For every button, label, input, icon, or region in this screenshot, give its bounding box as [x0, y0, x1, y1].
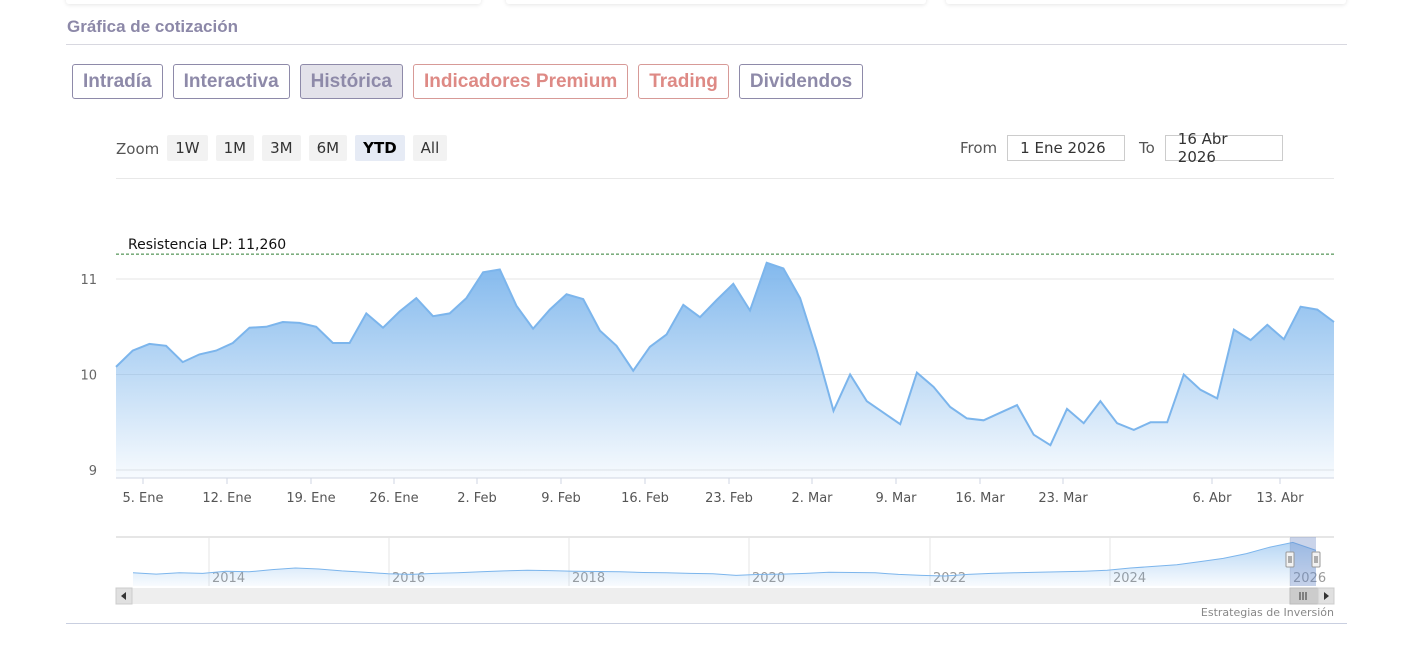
bottom-divider — [66, 623, 1347, 624]
zoom-selector: Zoom 1W 1M 3M 6M YTD All — [116, 135, 455, 161]
y-tick-label: 9 — [89, 464, 97, 479]
resistance-line: Resistencia LP: 11,260 — [116, 237, 1334, 255]
navigator-area — [133, 542, 1316, 586]
navigator-handle[interactable] — [1311, 551, 1321, 568]
range-from: From 1 Ene 2026 — [960, 135, 1126, 161]
zoom-button-1m[interactable]: 1M — [215, 135, 255, 161]
x-tick-label: 2. Mar — [791, 491, 833, 506]
title-divider — [66, 44, 1347, 45]
scrollbar-track — [116, 588, 1334, 604]
zoom-button-3m[interactable]: 3M — [262, 135, 301, 161]
navigator-line — [132, 541, 1317, 577]
from-label: From — [960, 139, 998, 157]
to-label: To — [1139, 139, 1155, 157]
x-tick-label: 23. Feb — [705, 491, 753, 506]
x-tick-label: 9. Mar — [875, 491, 917, 506]
y-tick-label: 11 — [80, 273, 97, 288]
x-tick-label: 16. Feb — [621, 491, 669, 506]
chart-credits: Estrategias de Inversión — [1200, 606, 1334, 619]
range-to: To 16 Abr 2026 — [1139, 130, 1283, 166]
chart-top-divider — [116, 178, 1334, 179]
x-tick-label: 9. Feb — [541, 491, 581, 506]
x-tick-label: 26. Ene — [369, 491, 418, 506]
zoom-label: Zoom — [116, 140, 160, 158]
scrollbar-thumb[interactable] — [1289, 587, 1319, 605]
zoom-button-6m[interactable]: 6M — [308, 135, 348, 161]
x-tick-label: 16. Mar — [955, 491, 1005, 506]
navigator-handle[interactable] — [1285, 551, 1295, 568]
section-title: Gráfica de cotización — [67, 17, 238, 36]
price-area-fill — [116, 262, 1334, 478]
from-date-input[interactable]: 1 Ene 2026 — [1007, 135, 1126, 161]
tab-trading[interactable]: Trading — [638, 64, 729, 99]
navigator: 2014201620182020202220242026 — [115, 536, 1335, 605]
x-tick-label: 12. Ene — [202, 491, 251, 506]
chart-tabs: Intradía Interactiva Histórica Indicador… — [72, 64, 864, 99]
tab-indicadores-premium[interactable]: Indicadores Premium — [412, 64, 629, 99]
zoom-button-ytd[interactable]: YTD — [355, 135, 405, 161]
price-area-series — [115, 261, 1335, 478]
resistance-label: Resistencia LP: 11,260 — [128, 237, 286, 253]
x-tick-label: 5. Ene — [123, 491, 164, 506]
y-tick-label: 10 — [80, 369, 97, 384]
price-line — [115, 261, 1335, 447]
x-axis: 5. Ene 12. Ene 19. Ene 26. Ene 2. Feb 9. Feb 1… — [116, 477, 1334, 506]
to-date-input[interactable]: 16 Abr 2026 — [1164, 130, 1283, 166]
top-card-edges — [66, 0, 1346, 6]
x-tick-label: 23. Mar — [1038, 491, 1088, 506]
tab-interactiva[interactable]: Interactiva — [172, 64, 290, 99]
tab-dividendos[interactable]: Dividendos — [738, 64, 864, 99]
x-tick-label: 13. Abr — [1256, 491, 1304, 506]
zoom-button-1w[interactable]: 1W — [167, 135, 208, 161]
scroll-left-arrow-icon — [121, 592, 126, 600]
scroll-right-arrow-icon — [1324, 592, 1329, 600]
tab-intradia[interactable]: Intradía — [72, 64, 163, 99]
tab-historica[interactable]: Histórica — [299, 64, 403, 99]
y-axis: 11 10 9 — [80, 273, 97, 479]
zoom-button-all[interactable]: All — [412, 135, 448, 161]
x-tick-label: 6. Abr — [1192, 491, 1232, 506]
x-tick-label: 2. Feb — [457, 491, 497, 506]
x-tick-label: 19. Ene — [286, 491, 335, 506]
